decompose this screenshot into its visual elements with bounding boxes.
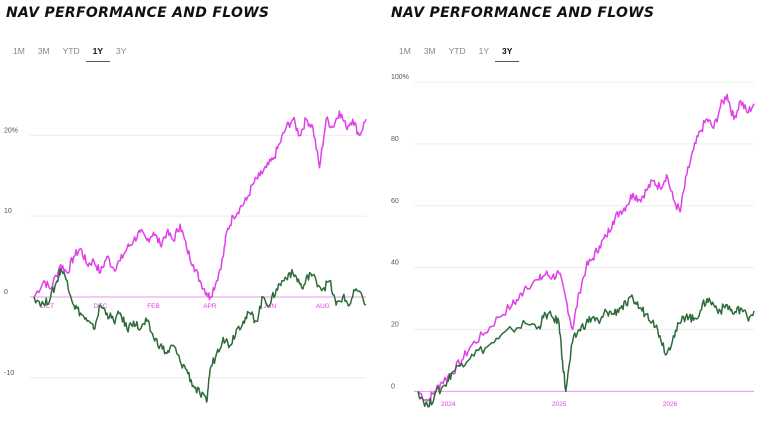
tab-3m[interactable]: 3M (37, 46, 50, 56)
right-chart-panel: NAV PERFORMANCE AND FLOWS 1M 3M YTD 1Y 3… (380, 0, 780, 428)
x-tick-label: 2025 (552, 401, 567, 408)
x-tick-label: FEB (147, 303, 160, 310)
tab-3y[interactable]: 3Y (494, 46, 521, 62)
tab-3y[interactable]: 3Y (116, 46, 127, 56)
tab-1y[interactable]: 1Y (478, 46, 490, 56)
series-line-0 (33, 110, 367, 301)
y-tick-label: 100% (391, 74, 409, 81)
nav-chart-3y: 0 20 40 60 80 100% 2024 2025 2026 (391, 74, 755, 408)
series-line-0 (417, 93, 755, 403)
x-tick-label: 2024 (441, 401, 456, 408)
y-tick-label: 80 (391, 136, 399, 143)
x-tick-label: OCT (40, 303, 54, 310)
y-tick-label: 0 (4, 289, 8, 296)
left-chart-panel: NAV PERFORMANCE AND FLOWS 1M 3M YTD 1Y 3… (0, 0, 376, 428)
x-tick-label: 2026 (663, 401, 678, 408)
tab-ytd[interactable]: YTD (448, 46, 466, 56)
series-line-1 (417, 294, 755, 408)
y-tick-label: 20 (391, 322, 399, 329)
x-tick-label: JUN (263, 303, 276, 310)
panel-title: NAV PERFORMANCE AND FLOWS (6, 5, 270, 21)
tab-ytd[interactable]: YTD (62, 46, 80, 56)
y-tick-label: 0 (391, 383, 395, 390)
y-tick-label: 60 (391, 198, 399, 205)
x-tick-label: AUG (316, 303, 330, 310)
range-tabs: 1M 3M YTD 1Y 3Y (398, 46, 521, 62)
tab-1m[interactable]: 1M (13, 46, 25, 56)
tab-1y[interactable]: 1Y (85, 46, 111, 62)
series-line-1 (33, 267, 367, 403)
x-tick-label: APR (203, 303, 217, 310)
y-tick-label: 40 (391, 260, 399, 267)
tab-3m[interactable]: 3M (423, 46, 436, 56)
y-tick-label: 20% (4, 127, 18, 134)
y-tick-label: 10 (4, 208, 12, 215)
tab-1m[interactable]: 1M (399, 46, 411, 56)
range-tabs: 1M 3M YTD 1Y 3Y (12, 46, 127, 62)
panel-title: NAV PERFORMANCE AND FLOWS (391, 5, 655, 21)
y-tick-label: -10 (4, 370, 14, 377)
